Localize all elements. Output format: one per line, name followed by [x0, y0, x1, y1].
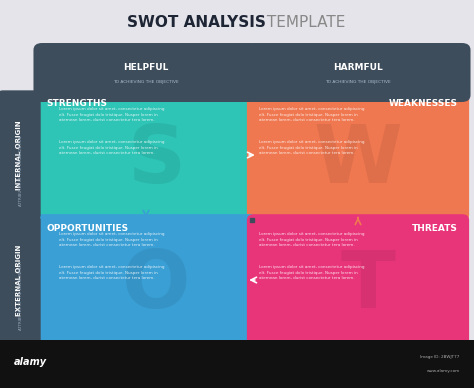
Text: S: S: [128, 122, 185, 200]
Text: STRENGTHS: STRENGTHS: [47, 99, 108, 108]
Text: HELPFUL: HELPFUL: [123, 62, 169, 72]
Text: Lorem ipsum dolor sit amet, consectetur adipiscing
elt. Fusce feugiat dolo trist: Lorem ipsum dolor sit amet, consectetur …: [259, 107, 364, 122]
Text: Image ID: 2BWJT77: Image ID: 2BWJT77: [420, 355, 460, 359]
Text: Lorem ipsum dolor sit amet, consectetur adipiscing
elt. Fusce feugiat dolo trist: Lorem ipsum dolor sit amet, consectetur …: [259, 140, 364, 155]
Text: Lorem ipsum dolor sit amet, consectetur adipiscing
elt. Fusce feugiat dolo trist: Lorem ipsum dolor sit amet, consectetur …: [59, 265, 164, 280]
Text: Lorem ipsum dolor sit amet, consectetur adipiscing
elt. Fusce feugiat dolo trist: Lorem ipsum dolor sit amet, consectetur …: [59, 107, 164, 122]
Text: ATTRIBUTES OF THE ENVIRONMENT: ATTRIBUTES OF THE ENVIRONMENT: [19, 261, 23, 330]
FancyBboxPatch shape: [246, 43, 471, 102]
Text: Lorem ipsum dolor sit amet, consectetur adipiscing
elt. Fusce feugiat dolo trist: Lorem ipsum dolor sit amet, consectetur …: [59, 232, 164, 247]
FancyBboxPatch shape: [0, 90, 41, 220]
Bar: [0, 340, 474, 388]
FancyBboxPatch shape: [35, 89, 257, 221]
Text: Lorem ipsum dolor sit amet, consectetur adipiscing
elt. Fusce feugiat dolo trist: Lorem ipsum dolor sit amet, consectetur …: [259, 265, 364, 280]
FancyBboxPatch shape: [35, 214, 257, 346]
FancyBboxPatch shape: [247, 214, 469, 346]
FancyBboxPatch shape: [0, 215, 41, 345]
Bar: [42, 75, 250, 95]
Text: Lorem ipsum dolor sit amet, consectetur adipiscing
elt. Fusce feugiat dolo trist: Lorem ipsum dolor sit amet, consectetur …: [59, 140, 164, 155]
Text: TO ACHIEVING THE OBJECTIVE: TO ACHIEVING THE OBJECTIVE: [113, 80, 179, 83]
Text: HARMFUL: HARMFUL: [333, 62, 383, 72]
Text: INTERNAL ORIGIN: INTERNAL ORIGIN: [16, 120, 22, 190]
Text: SWOT ANALYSIS: SWOT ANALYSIS: [128, 15, 266, 30]
Text: ATTRIBUTES OF THE ORGANIZATION: ATTRIBUTES OF THE ORGANIZATION: [19, 135, 23, 206]
Text: T: T: [341, 247, 396, 325]
Text: O: O: [122, 247, 191, 325]
Text: EXTERNAL ORIGIN: EXTERNAL ORIGIN: [16, 244, 22, 316]
FancyBboxPatch shape: [247, 89, 469, 221]
Text: OPPORTUNITIES: OPPORTUNITIES: [47, 224, 129, 233]
Text: Lorem ipsum dolor sit amet, consectetur adipiscing
elt. Fusce feugiat dolo trist: Lorem ipsum dolor sit amet, consectetur …: [259, 232, 364, 247]
Text: alamy: alamy: [14, 357, 47, 367]
Text: www.alamy.com: www.alamy.com: [427, 369, 460, 373]
Text: WEAKNESSES: WEAKNESSES: [388, 99, 457, 108]
Text: TEMPLATE: TEMPLATE: [262, 15, 345, 30]
Text: THREATS: THREATS: [411, 224, 457, 233]
FancyBboxPatch shape: [34, 43, 258, 102]
Text: W: W: [314, 122, 402, 200]
Bar: [254, 75, 462, 95]
Text: TO ACHIEVING THE OBJECTIVE: TO ACHIEVING THE OBJECTIVE: [325, 80, 391, 83]
